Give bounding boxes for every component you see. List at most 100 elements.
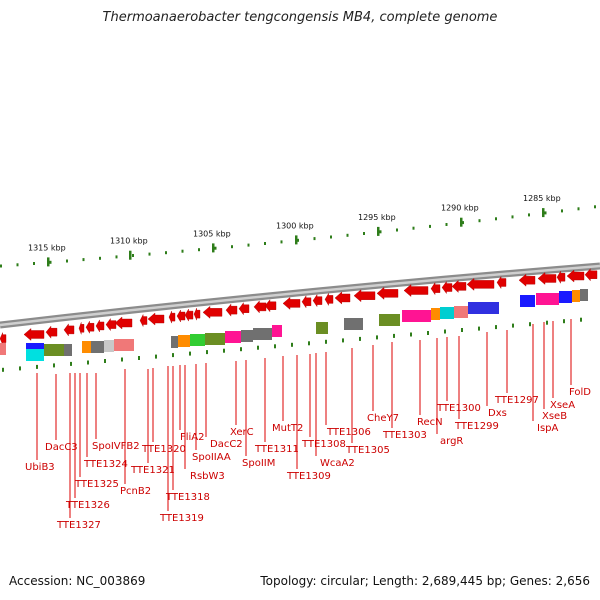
gene-arrow: [264, 299, 277, 313]
position-tick: [308, 341, 310, 346]
gene-label: TTE1308: [301, 439, 346, 450]
ruler-minor-tick: [346, 233, 349, 237]
gene-label: UbiB3: [25, 462, 55, 473]
position-tick: [512, 323, 514, 328]
ruler-minor-tick: [412, 226, 415, 230]
gene-arrow: [95, 319, 105, 333]
gene-label: PcnB2: [120, 486, 151, 497]
gene-arrow: [114, 316, 133, 330]
ruler-label: 1295 kbp: [358, 213, 396, 222]
gene-arrow: [334, 291, 351, 305]
position-tick: [189, 351, 191, 356]
ruler-minor-tick: [99, 256, 101, 260]
gene-label: TTE1311: [254, 444, 299, 455]
position-tick: [223, 348, 225, 353]
gene-arrow: [23, 328, 45, 341]
feature-box: [572, 290, 580, 302]
position-tick: [206, 350, 208, 355]
feature-box: [536, 293, 559, 305]
position-tick: [172, 353, 174, 358]
ruler-label: 1300 kbp: [276, 221, 314, 230]
gene-arrow: [376, 286, 399, 300]
gene-arrow: [451, 279, 467, 293]
gene-arrow: [202, 305, 223, 319]
gene-arrow: [168, 311, 176, 324]
gene-label: SpoIVFB2: [92, 441, 140, 452]
feature-box: [454, 306, 468, 318]
gene-arrow: [225, 303, 238, 317]
position-tick: [546, 320, 548, 325]
gene-label: Dxs: [488, 408, 507, 419]
ruler-minor-tick: [511, 215, 514, 219]
ruler-minor-tick: [379, 230, 382, 234]
position-tick: [70, 361, 72, 366]
gene-arrow: [430, 281, 441, 296]
position-tick: [240, 347, 242, 352]
gene-label: XseB: [542, 411, 567, 422]
feature-box: [559, 291, 572, 303]
gene-label: WcaA2: [320, 458, 355, 469]
ruler-major-tick: [212, 243, 215, 253]
ruler-minor-tick: [181, 249, 184, 253]
ruler-minor-tick: [363, 232, 365, 235]
gene-layer: [0, 268, 598, 345]
feature-box: [26, 349, 44, 361]
ruler-minor-tick: [330, 235, 332, 239]
gene-label: TTE1325: [74, 479, 119, 490]
feature-box: [379, 314, 400, 326]
ruler-minor-tick: [462, 221, 464, 225]
ruler-minor-tick: [478, 219, 481, 223]
ruler-major-tick: [295, 235, 298, 245]
ruler-minor-tick: [66, 259, 68, 263]
gene-arrow: [0, 332, 7, 345]
position-tick: [427, 331, 429, 335]
feature-box: [402, 310, 431, 322]
position-tick: [87, 360, 89, 365]
gene-label: TTE1318: [165, 492, 210, 503]
gene-label: RsbW3: [190, 471, 225, 482]
ruler-minor-tick: [33, 262, 35, 265]
gene-label: TTE1321: [130, 465, 175, 476]
feature-box: [64, 344, 72, 356]
position-tick: [121, 357, 123, 362]
feature-box: [431, 308, 440, 320]
gene-arrow: [85, 320, 95, 334]
gene-label: SpoIIAA: [192, 452, 231, 463]
position-tick: [2, 367, 4, 372]
ruler-minor-tick: [231, 245, 233, 249]
feature-box: [520, 295, 535, 307]
position-tick: [444, 329, 446, 334]
ruler-label: 1310 kbp: [110, 237, 148, 246]
ruler-major-tick: [377, 226, 380, 236]
gene-label: TTE1319: [159, 513, 204, 524]
gene-label: XerC: [230, 427, 254, 438]
ruler-minor-tick: [495, 217, 497, 221]
gene-label: TTE1306: [326, 427, 371, 438]
gene-label: SpoIIM: [242, 458, 275, 469]
gene-label: TTE1324: [83, 459, 128, 470]
feature-box: [344, 318, 363, 330]
ruler-minor-tick: [577, 207, 580, 211]
label-layer: UbiB3 DacC3 TTE1327 TTE1326 TTE1325 TTE1324 Sp…: [25, 319, 591, 531]
feature-box: [114, 339, 134, 351]
gene-label: FliA2: [180, 432, 205, 443]
position-tick: [359, 336, 361, 341]
ruler-minor-tick: [247, 243, 250, 247]
position-tick: [138, 356, 140, 360]
gene-arrow: [139, 314, 148, 327]
feature-box: [178, 335, 190, 347]
position-tick: [325, 339, 327, 344]
gene-arrow: [78, 322, 85, 335]
ruler-minor-tick: [594, 205, 596, 209]
ruler-label: 1305 kbp: [193, 229, 231, 238]
ruler-major-tick: [542, 208, 545, 218]
ruler-layer: 1315 kbp 1310 kbp 1305 kbp 1300 kbp 1295 kbp…: [0, 194, 596, 268]
genome-backbone-highlight: [0, 264, 600, 327]
gene-label: TTE1305: [345, 445, 390, 456]
gene-label: TTE1300: [436, 403, 481, 414]
ruler-minor-tick: [0, 264, 2, 268]
gene-arrow: [584, 268, 598, 282]
gene-arrow: [312, 293, 323, 308]
position-tick: [274, 344, 276, 349]
